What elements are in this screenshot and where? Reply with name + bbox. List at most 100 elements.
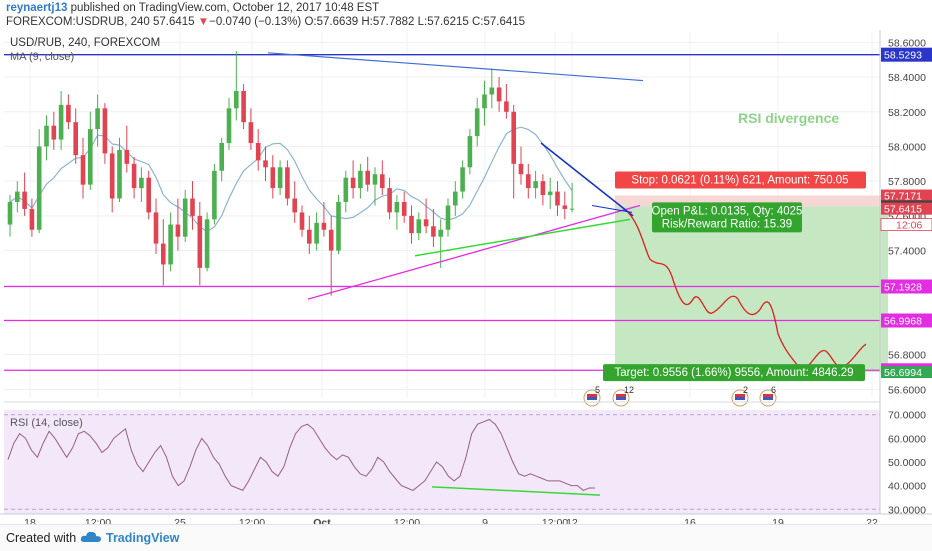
candle-body (336, 201, 341, 251)
candle-body (292, 198, 297, 213)
rsi-divergence-line (431, 486, 601, 496)
candle-body (496, 87, 502, 102)
position-price-tag (881, 366, 932, 379)
trend-drawings (267, 52, 867, 370)
chart-texts: USD/RUB, 240, FOREXCOM MA (9, close) RSI d… (10, 37, 839, 429)
time-tick-label: 12:00 (85, 517, 111, 524)
candle-body (36, 146, 42, 230)
author-link[interactable]: reynaertj13 (6, 2, 68, 14)
falling-resistance-line (540, 142, 634, 217)
symbol-quote-line: FOREXCOM:USDRUB, 240 57.6415 ▼−0.0740 (−… (6, 16, 525, 28)
publish-info: published on TradingView.com, October 12… (70, 2, 380, 14)
candle-body (88, 129, 93, 185)
candle-body (270, 167, 276, 189)
rsi-line (7, 418, 595, 492)
price-tick-label: 58.6000 (888, 37, 926, 49)
projection-path (627, 211, 867, 370)
target-text: Target: 0.9556 (1.66%) 9556, Amount: 484… (614, 367, 853, 379)
candle-body (153, 212, 159, 244)
price-chart[interactable]: Stop: 0.0621 (0.11%) 621, Amount: 750.05… (0, 30, 932, 524)
time-tick-label: 25 (174, 517, 186, 524)
candle-body (241, 90, 246, 123)
rsi-background (4, 410, 880, 514)
symbol-label: FOREXCOM:USDRUB, 240 (6, 16, 150, 28)
price-tick-label: 58.0000 (888, 141, 926, 153)
candle-body (569, 208, 575, 210)
candle-body (423, 219, 429, 227)
price-tick-label: 56.6000 (888, 384, 926, 396)
flag-stripe-red (587, 394, 597, 397)
risk-reward-text: Risk/Reward Ratio: 15.39 (662, 218, 792, 230)
price-tick-label: 58.4000 (888, 72, 926, 84)
candle-body (95, 108, 100, 130)
position-labels: Stop: 0.0621 (0.11%) 621, Amount: 750.05… (603, 171, 866, 382)
candle-body (387, 188, 392, 213)
open-pnl-text: Open P&L: 0.0135, Qty: 4025 (652, 205, 803, 217)
candle-body (401, 201, 407, 216)
candle-body (29, 208, 35, 230)
time-tick-label: 9 (482, 517, 488, 524)
upper-trendline (267, 52, 644, 82)
candle-body (372, 174, 378, 185)
candle-body (562, 205, 568, 209)
candle-body (533, 181, 538, 189)
position-price-tag (881, 202, 932, 215)
candle-body (66, 104, 71, 123)
candle-body (416, 219, 422, 234)
candle-body (474, 108, 480, 137)
footer-bar: Created with TradingView (0, 524, 932, 551)
candle-body (321, 222, 327, 230)
candle-body (204, 219, 210, 268)
candle-body (73, 122, 78, 156)
price-tick-label: 57.8000 (888, 176, 926, 188)
candle-body (168, 224, 173, 265)
candle-body (504, 101, 509, 112)
candle-body (394, 201, 400, 213)
candle-body (80, 155, 86, 185)
rsi-divergence-annotation: RSI divergence (738, 110, 839, 126)
flag-stripe-red (735, 394, 745, 397)
position-price-text: 57.7171 (884, 191, 922, 203)
price-tick-label: 56.8000 (888, 350, 926, 362)
position-price-text: 56.6994 (884, 367, 922, 379)
flag-stripe-red (616, 394, 626, 397)
time-tick-label: 19 (772, 517, 784, 524)
event-count: 5 (595, 385, 600, 395)
ohlc-values: O:57.6639 H:57.7882 L:57.6215 C:57.6415 (304, 16, 526, 28)
candle-body (7, 201, 13, 225)
candle-body (109, 153, 115, 199)
flag-stripe-blue (616, 397, 626, 400)
candle-body (431, 226, 436, 237)
candle-body (518, 163, 524, 175)
level-price-tag (881, 47, 932, 62)
candle-body (511, 111, 516, 164)
candle-body (547, 191, 553, 196)
candle-body (460, 167, 465, 192)
candle-body (190, 198, 195, 216)
stop-box (615, 171, 866, 189)
time-tick-label: Oct (313, 517, 331, 524)
candle-body (482, 94, 487, 109)
level-price-tag (881, 279, 932, 294)
candle-body (445, 205, 451, 230)
candle-body (555, 191, 560, 206)
candle-body (102, 108, 108, 154)
time-tick-label: 12:00 (239, 517, 265, 524)
event-count: 2 (743, 385, 748, 395)
candle-body (489, 87, 495, 95)
last-price: 57.6415 (152, 16, 195, 28)
tradingview-brand-link[interactable]: TradingView (106, 531, 180, 545)
created-with-label: Created with (6, 531, 77, 545)
publish-line: reynaertj13 published on TradingView.com… (6, 2, 379, 14)
target-zone (615, 206, 888, 373)
candle-body (234, 90, 239, 109)
rsi-tick-label: 70.0000 (888, 410, 926, 422)
level-price-text: 58.5293 (884, 50, 922, 62)
candle-body (358, 170, 363, 189)
candle-body (307, 229, 312, 244)
chart-axes: 58.600058.400058.200058.000057.800057.60… (0, 30, 932, 524)
time-tick-label: 12 (566, 517, 578, 524)
level-price-tag (881, 313, 932, 328)
stop-text: Stop: 0.0621 (0.11%) 621, Amount: 750.05 (631, 175, 848, 187)
candle-body (226, 108, 232, 144)
